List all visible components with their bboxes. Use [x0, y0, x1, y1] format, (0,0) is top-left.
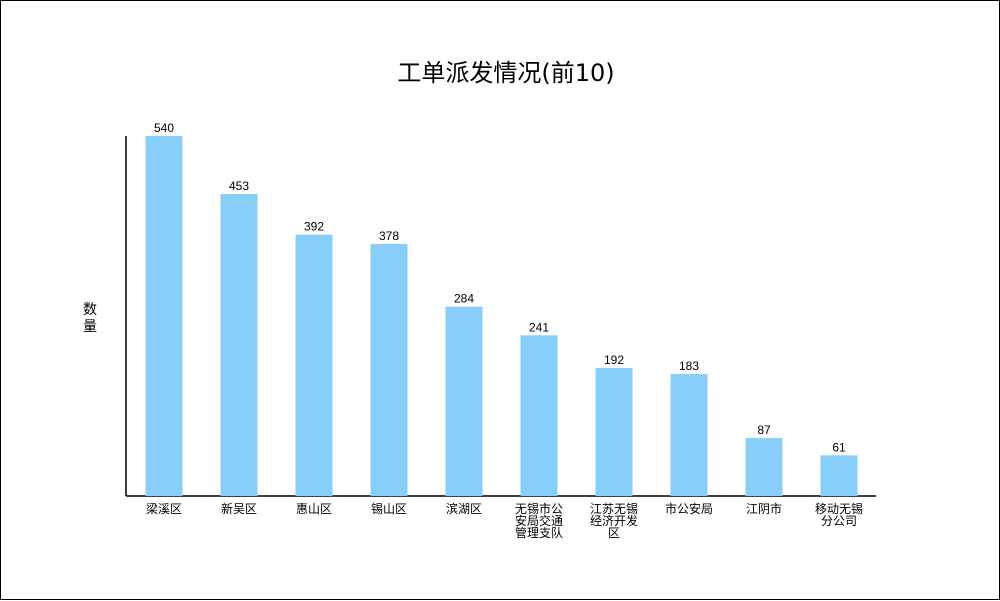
- bar-2: [295, 234, 333, 496]
- value-label-7: 183: [679, 359, 699, 373]
- category-label-line: 经济开发: [590, 513, 638, 528]
- category-label-line: 惠山区: [296, 502, 332, 516]
- bar-9: [820, 455, 858, 496]
- category-label-1: 新吴区: [221, 501, 257, 516]
- value-label-9: 61: [832, 440, 846, 454]
- category-label-line: 区: [608, 526, 620, 540]
- y-axis-label-char: 量: [83, 319, 97, 335]
- bar-4: [445, 306, 483, 496]
- category-label-line: 滨湖区: [446, 501, 482, 516]
- category-label-line: 锡山区: [371, 501, 407, 516]
- y-axis-label-char: 数: [83, 302, 97, 318]
- bar-5: [520, 335, 558, 496]
- category-label-line: 无锡市公: [515, 501, 563, 516]
- category-label-3: 锡山区: [371, 501, 407, 516]
- value-labels-group: 540 453 392 378 284 241 192 183 87 61: [154, 121, 846, 454]
- bar-0: [145, 136, 183, 496]
- bar-8: [745, 438, 783, 496]
- value-label-1: 453: [229, 179, 249, 193]
- value-label-0: 540: [154, 121, 174, 135]
- value-label-4: 284: [454, 292, 474, 306]
- value-label-2: 392: [304, 220, 324, 234]
- category-label-line: 梁溪区: [146, 501, 182, 516]
- category-label-line: 管理支队: [515, 525, 563, 540]
- value-label-6: 192: [604, 353, 624, 367]
- category-label-line: 江苏无锡: [590, 501, 638, 516]
- bars-group: [145, 136, 858, 496]
- bar-6: [595, 368, 633, 496]
- category-label-line: 分公司: [821, 514, 857, 528]
- value-label-8: 87: [757, 423, 771, 437]
- category-label-7: 市公安局: [665, 501, 713, 516]
- category-label-line: 江阴市: [746, 501, 782, 516]
- value-label-5: 241: [529, 320, 549, 334]
- category-label-4: 滨湖区: [446, 501, 482, 516]
- category-label-0: 梁溪区: [146, 501, 182, 516]
- bar-3: [370, 244, 408, 496]
- category-label-6: 江苏无锡经济开发区: [590, 501, 638, 540]
- bar-7: [670, 374, 708, 496]
- category-label-line: 新吴区: [221, 501, 257, 516]
- chart-title: 工单派发情况(前10): [397, 59, 614, 87]
- category-label-5: 无锡市公安局交通管理支队: [515, 501, 563, 540]
- category-label-line: 移动无锡: [815, 501, 863, 516]
- category-label-line: 安局交通: [515, 513, 563, 528]
- category-label-8: 江阴市: [746, 501, 782, 516]
- category-label-9: 移动无锡分公司: [815, 501, 863, 528]
- bar-1: [220, 194, 258, 496]
- value-label-3: 378: [379, 229, 399, 243]
- category-labels-group: 梁溪区 新吴区 惠山区 锡山区 滨湖区 无锡市公安局交通管理支队江苏无锡经济开发区市公安局…: [146, 501, 863, 540]
- category-label-line: 市公安局: [665, 501, 713, 516]
- category-label-2: 惠山区: [296, 502, 332, 516]
- y-axis-label: 数量: [83, 302, 97, 335]
